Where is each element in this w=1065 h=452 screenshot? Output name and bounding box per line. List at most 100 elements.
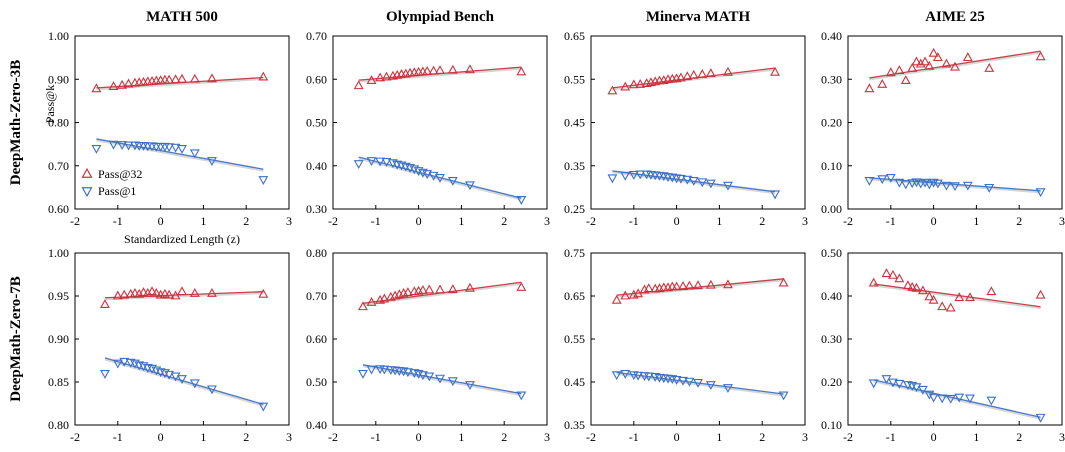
pass32-point xyxy=(422,66,433,75)
pass32-point xyxy=(635,78,646,88)
pass32-point xyxy=(915,58,926,68)
pass1-point xyxy=(123,141,134,151)
pass32-point xyxy=(965,292,975,302)
pass1-point xyxy=(643,372,654,382)
pass32-point xyxy=(366,75,377,84)
pass32-point xyxy=(164,74,175,84)
pass1-point xyxy=(428,171,439,181)
pass1-point xyxy=(138,362,149,372)
pass32-point xyxy=(177,73,187,83)
column-titles: MATH 500 Olympiad Bench Minerva MATH AIME 2… xyxy=(146,9,985,25)
pass1-point xyxy=(151,366,162,376)
pass32-point xyxy=(907,281,918,291)
pass32-point xyxy=(435,65,445,75)
x-tick-label: 3 xyxy=(544,214,550,228)
y-tick-label: 0.50 xyxy=(306,375,327,389)
y-tick-label: 0.40 xyxy=(821,289,842,303)
pass1-point xyxy=(1035,413,1046,423)
pass1-point xyxy=(915,179,926,189)
pass32-point xyxy=(112,290,123,300)
pass32-point xyxy=(159,288,170,298)
pass32-point xyxy=(353,80,364,90)
pass32-point xyxy=(643,283,654,293)
pass32-point xyxy=(465,64,475,74)
pass32-point xyxy=(678,281,688,290)
plot-frame xyxy=(332,252,548,426)
pass32-point xyxy=(928,294,939,304)
x-tick-label: 2 xyxy=(1016,214,1022,228)
pass32-point xyxy=(684,280,695,290)
pass32-point xyxy=(885,67,896,77)
pass32-point xyxy=(607,85,618,95)
pass1-point xyxy=(422,170,433,179)
pass32-point xyxy=(611,294,622,304)
x-tick-label: -2 xyxy=(586,430,596,444)
pass32-point xyxy=(123,78,134,88)
y-tick-label: 0.70 xyxy=(306,289,327,303)
pass1-point xyxy=(894,178,905,188)
pass32-point xyxy=(986,286,997,296)
pass32-point xyxy=(894,65,905,75)
x-tick-label: 3 xyxy=(802,214,808,228)
x-tick-label: 0 xyxy=(416,214,422,228)
x-tick-label: -1 xyxy=(113,430,123,444)
pass1-point xyxy=(164,143,175,153)
pass1-point xyxy=(682,175,693,185)
pass1-point xyxy=(159,369,170,378)
x-tick-label: 0 xyxy=(931,430,937,444)
x-axis-label: Standardized Length (z) xyxy=(124,232,240,246)
pass1-point xyxy=(678,376,688,386)
pass1-point xyxy=(100,369,110,379)
pass1-point xyxy=(108,140,119,150)
pass32-point xyxy=(928,47,939,57)
fit-band xyxy=(362,365,522,397)
pass1-point xyxy=(112,359,123,369)
x-tick-label: -1 xyxy=(371,214,381,228)
fit-band xyxy=(358,157,522,201)
y-tick-label: 0.35 xyxy=(564,159,585,173)
column-title: Minerva MATH xyxy=(646,9,751,25)
pass32-point xyxy=(945,302,956,312)
pass1-point xyxy=(628,170,639,180)
pass1-point xyxy=(984,183,995,193)
pass32-point xyxy=(516,281,527,291)
y-tick-label: 0.10 xyxy=(821,418,842,432)
pass32-point xyxy=(888,269,898,279)
pass32-point xyxy=(147,286,157,296)
fit-band xyxy=(612,171,776,195)
x-tick-label: 0 xyxy=(674,214,680,228)
fit-band xyxy=(869,51,1041,81)
x-tick-label: 0 xyxy=(416,430,422,444)
x-tick-label: -2 xyxy=(843,430,853,444)
pass1-point xyxy=(937,394,948,404)
pass1-point xyxy=(932,179,943,189)
pass1-point xyxy=(778,391,789,401)
x-tick-label: 1 xyxy=(200,430,206,444)
pass32-point xyxy=(705,279,716,289)
legend: Pass@32 Pass@1 xyxy=(81,167,142,198)
pass1-point xyxy=(447,177,458,186)
x-tick-label: 2 xyxy=(759,214,765,228)
pass32-point xyxy=(907,62,918,72)
x-tick-label: 3 xyxy=(286,214,292,228)
pass1-point xyxy=(888,378,898,388)
x-tick-label: 1 xyxy=(716,214,722,228)
column-title: Olympiad Bench xyxy=(386,9,495,25)
pass1-point xyxy=(177,375,187,385)
y-tick-label: 0.60 xyxy=(306,332,327,346)
pass32-point xyxy=(409,286,420,296)
y-tick-label: 0.20 xyxy=(821,375,842,389)
pass32-point xyxy=(864,83,875,93)
row-labels: DeepMath-Zero-3B DeepMath-Zero-7B xyxy=(8,60,24,402)
pass1-point xyxy=(1035,188,1046,198)
pass32-point xyxy=(100,299,110,309)
pass1-point xyxy=(885,173,896,183)
pass32-point xyxy=(207,73,217,83)
pass32-point xyxy=(620,290,631,300)
pass1-point xyxy=(435,374,445,384)
pass1-point xyxy=(635,170,646,180)
pass1-point xyxy=(258,176,269,186)
pass32-point xyxy=(428,65,439,75)
pass32-point xyxy=(1035,51,1046,61)
